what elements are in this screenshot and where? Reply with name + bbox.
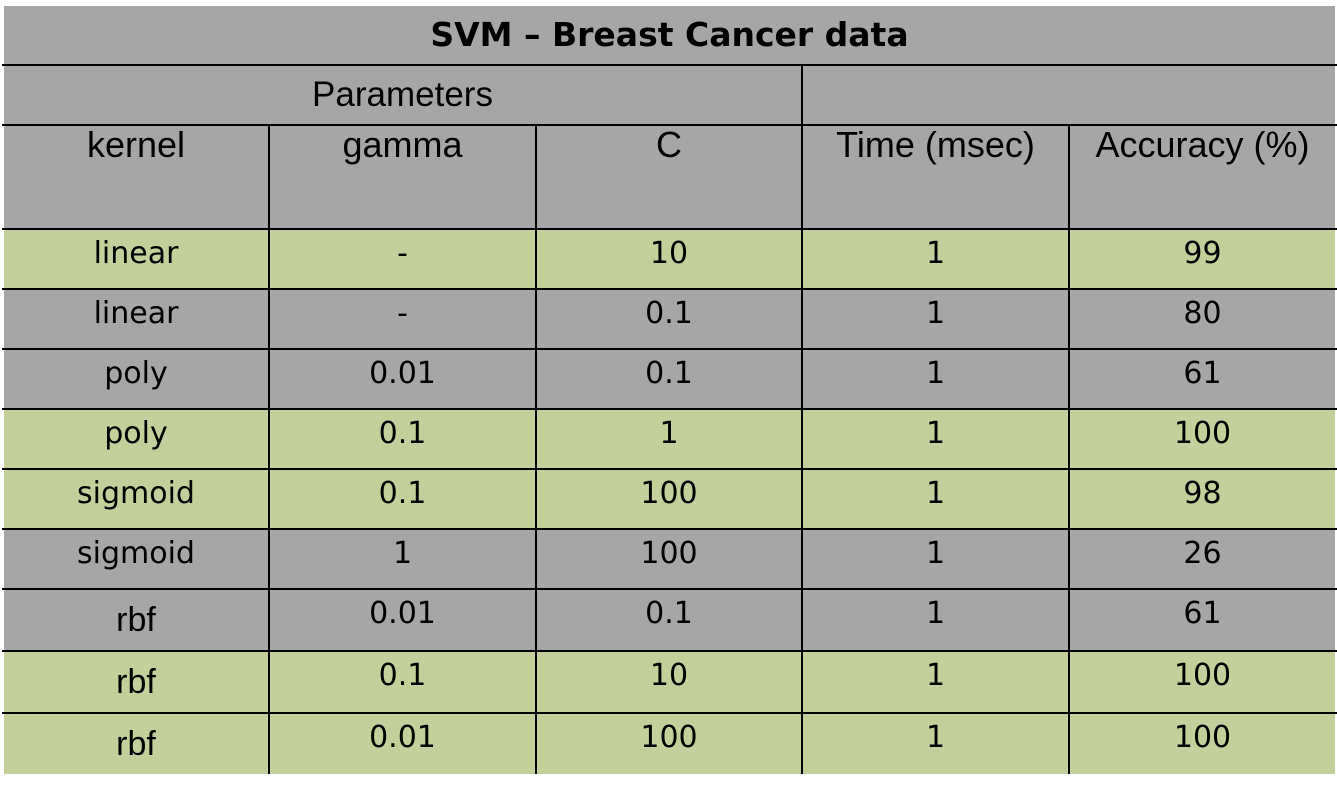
- cell-c: 10: [535, 650, 803, 714]
- cell-kernel: linear: [2, 288, 270, 350]
- table-row: sigmoid 1 100 1 26: [2, 528, 1337, 590]
- cell-gamma: 0.1: [268, 468, 537, 530]
- column-header-gamma: gamma: [268, 124, 537, 230]
- cell-kernel: rbf: [2, 650, 270, 714]
- cell-c: 10: [535, 228, 803, 290]
- cell-kernel: poly: [2, 408, 270, 470]
- table-row: rbf 0.1 10 1 100: [2, 650, 1337, 714]
- group-header-row: Parameters: [2, 64, 1337, 126]
- cell-gamma: -: [268, 288, 537, 350]
- cell-kernel: rbf: [2, 588, 270, 652]
- cell-c: 1: [535, 408, 803, 470]
- column-header-kernel: kernel: [2, 124, 270, 230]
- cell-accuracy: 100: [1068, 408, 1337, 470]
- cell-c: 0.1: [535, 288, 803, 350]
- table-row: linear - 10 1 99: [2, 228, 1337, 290]
- cell-c: 0.1: [535, 588, 803, 652]
- cell-kernel: sigmoid: [2, 468, 270, 530]
- cell-time: 1: [801, 228, 1070, 290]
- cell-accuracy: 100: [1068, 650, 1337, 714]
- cell-gamma: 0.01: [268, 712, 537, 776]
- results-group-header: [801, 64, 1337, 126]
- cell-c: 0.1: [535, 348, 803, 410]
- title-row: SVM – Breast Cancer data: [2, 4, 1337, 66]
- cell-kernel: poly: [2, 348, 270, 410]
- cell-kernel: linear: [2, 228, 270, 290]
- cell-accuracy: 26: [1068, 528, 1337, 590]
- cell-time: 1: [801, 528, 1070, 590]
- cell-time: 1: [801, 288, 1070, 350]
- table-title: SVM – Breast Cancer data: [2, 4, 1337, 66]
- cell-gamma: 0.1: [268, 408, 537, 470]
- table-row: linear - 0.1 1 80: [2, 288, 1337, 350]
- cell-c: 100: [535, 528, 803, 590]
- cell-accuracy: 99: [1068, 228, 1337, 290]
- column-header-time: Time (msec): [801, 124, 1070, 230]
- cell-gamma: 0.01: [268, 348, 537, 410]
- cell-gamma: -: [268, 228, 537, 290]
- cell-gamma: 0.01: [268, 588, 537, 652]
- cell-time: 1: [801, 588, 1070, 652]
- cell-accuracy: 100: [1068, 712, 1337, 776]
- table-row: rbf 0.01 0.1 1 61: [2, 588, 1337, 652]
- cell-time: 1: [801, 348, 1070, 410]
- cell-accuracy: 61: [1068, 588, 1337, 652]
- column-header-accuracy: Accuracy (%): [1068, 124, 1337, 230]
- cell-kernel: rbf: [2, 712, 270, 776]
- cell-accuracy: 80: [1068, 288, 1337, 350]
- cell-time: 1: [801, 408, 1070, 470]
- cell-c: 100: [535, 712, 803, 776]
- cell-gamma: 0.1: [268, 650, 537, 714]
- cell-c: 100: [535, 468, 803, 530]
- cell-accuracy: 61: [1068, 348, 1337, 410]
- table-row: poly 0.01 0.1 1 61: [2, 348, 1337, 410]
- column-header-c: C: [535, 124, 803, 230]
- column-header-row: kernel gamma C Time (msec) Accuracy (%): [2, 124, 1337, 230]
- svm-results-table: SVM – Breast Cancer data Parameters kern…: [2, 4, 1337, 776]
- cell-time: 1: [801, 468, 1070, 530]
- cell-time: 1: [801, 712, 1070, 776]
- table-row: rbf 0.01 100 1 100: [2, 712, 1337, 776]
- table-row: sigmoid 0.1 100 1 98: [2, 468, 1337, 530]
- parameters-group-header: Parameters: [2, 64, 803, 126]
- cell-accuracy: 98: [1068, 468, 1337, 530]
- cell-time: 1: [801, 650, 1070, 714]
- cell-kernel: sigmoid: [2, 528, 270, 590]
- table-row: poly 0.1 1 1 100: [2, 408, 1337, 470]
- cell-gamma: 1: [268, 528, 537, 590]
